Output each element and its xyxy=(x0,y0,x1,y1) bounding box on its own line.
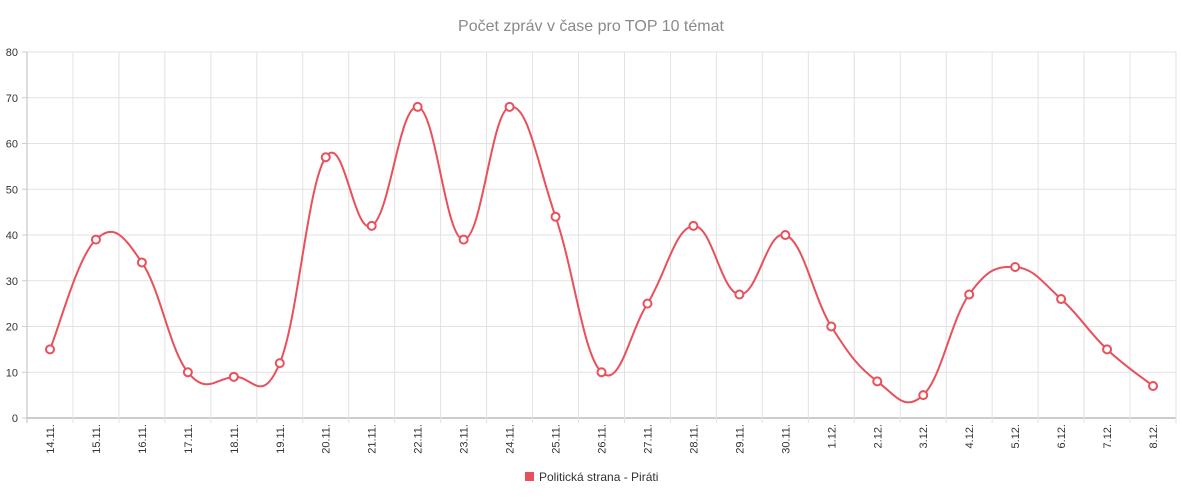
x-tick-label: 17.11. xyxy=(183,424,195,454)
data-point-27.11.[interactable] xyxy=(642,298,653,309)
y-tick-label: 50 xyxy=(6,184,18,196)
data-point-29.11.[interactable] xyxy=(734,289,745,300)
x-tick-label: 22.11. xyxy=(413,424,425,454)
x-tick-label: 3.12. xyxy=(918,424,930,448)
data-point-24.11.[interactable] xyxy=(504,101,515,112)
y-tick-label: 40 xyxy=(6,230,18,242)
data-point-26.11.[interactable] xyxy=(596,367,607,378)
series-group xyxy=(44,101,1159,404)
x-tick-label: 30.11. xyxy=(780,424,792,454)
data-point-1.12.[interactable] xyxy=(826,321,837,332)
y-tick-label: 30 xyxy=(6,276,18,288)
x-tick-label: 20.11. xyxy=(321,424,333,454)
x-tick-label: 24.11. xyxy=(505,424,517,454)
x-tick-label: 18.11. xyxy=(229,424,241,454)
data-point-18.11.[interactable] xyxy=(228,371,239,382)
data-point-7.12.[interactable] xyxy=(1102,344,1113,355)
data-point-3.12.[interactable] xyxy=(918,390,929,401)
x-tick-label: 21.11. xyxy=(367,424,379,454)
x-tick-label: 8.12. xyxy=(1148,424,1160,448)
y-axis: 0 10 20 30 40 50 60 70 80 xyxy=(6,47,27,425)
data-point-16.11.[interactable] xyxy=(136,257,147,268)
x-tick-label: 25.11. xyxy=(551,424,563,454)
data-point-21.11.[interactable] xyxy=(366,220,377,231)
data-point-14.11.[interactable] xyxy=(44,344,55,355)
data-point-20.11.[interactable] xyxy=(320,152,331,163)
x-tick-label: 15.11. xyxy=(91,424,103,454)
data-point-17.11.[interactable] xyxy=(182,367,193,378)
x-tick-label: 26.11. xyxy=(597,424,609,454)
x-tick-label: 19.11. xyxy=(275,424,287,454)
data-point-28.11.[interactable] xyxy=(688,220,699,231)
data-point-22.11.[interactable] xyxy=(412,101,423,112)
data-point-6.12.[interactable] xyxy=(1056,294,1067,305)
data-point-30.11.[interactable] xyxy=(780,230,791,240)
data-point-8.12.[interactable] xyxy=(1148,380,1159,391)
series-line xyxy=(49,105,1154,404)
x-tick-label: 23.11. xyxy=(459,424,471,454)
y-tick-label: 70 xyxy=(6,93,18,105)
data-point-4.12.[interactable] xyxy=(964,289,975,300)
grid xyxy=(26,51,1177,423)
data-point-19.11.[interactable] xyxy=(274,358,285,369)
x-tick-label: 7.12. xyxy=(1102,424,1114,448)
legend[interactable]: Politická strana - Piráti xyxy=(525,470,658,484)
x-tick-label: 6.12. xyxy=(1056,424,1068,448)
y-tick-label: 80 xyxy=(6,47,18,59)
legend-label: Politická strana - Piráti xyxy=(539,470,658,484)
x-axis: 14.11. 15.11. 16.11. 17.11. 18.11. 19.11. 20.1… xyxy=(45,424,1160,454)
x-tick-label: 2.12. xyxy=(872,424,884,448)
x-tick-label: 5.12. xyxy=(1010,424,1022,448)
data-point-2.12.[interactable] xyxy=(872,376,883,387)
x-tick-label: 29.11. xyxy=(734,424,746,454)
y-tick-label: 10 xyxy=(6,367,18,379)
y-tick-label: 20 xyxy=(6,322,18,334)
chart-title: Počet zpráv v čase pro TOP 10 témat xyxy=(458,18,724,35)
data-point-23.11.[interactable] xyxy=(458,234,469,245)
x-tick-label: 14.11. xyxy=(45,424,57,454)
x-tick-label: 1.12. xyxy=(826,424,838,448)
y-tick-label: 0 xyxy=(12,413,18,425)
data-point-15.11.[interactable] xyxy=(90,234,101,245)
x-tick-label: 16.11. xyxy=(137,424,149,454)
x-tick-label: 28.11. xyxy=(688,424,700,454)
x-tick-label: 4.12. xyxy=(964,424,976,448)
legend-swatch xyxy=(525,472,534,481)
y-tick-label: 60 xyxy=(6,139,18,151)
x-tick-label: 27.11. xyxy=(642,424,654,454)
data-point-25.11.[interactable] xyxy=(550,211,561,222)
data-point-5.12.[interactable] xyxy=(1010,262,1021,273)
